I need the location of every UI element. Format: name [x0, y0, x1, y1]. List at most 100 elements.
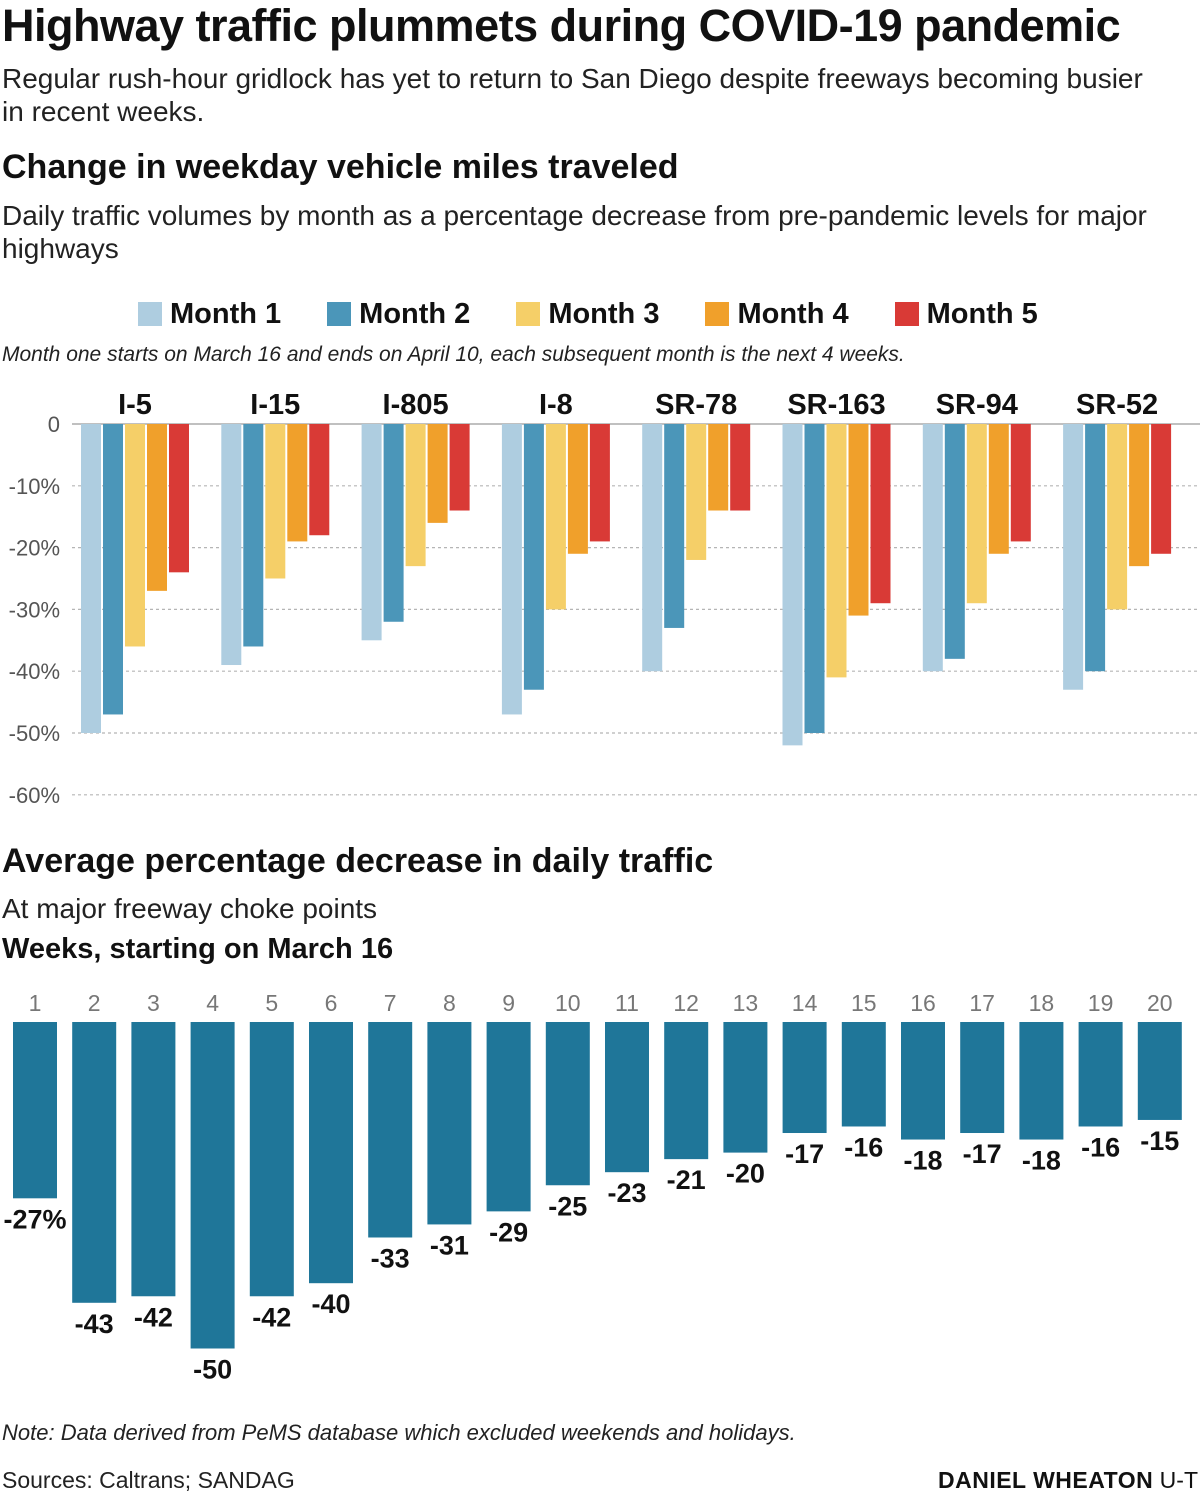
- y-tick-label: -50%: [9, 721, 60, 746]
- weeks-axis-label: Weeks, starting on March 16: [2, 933, 394, 965]
- bar-i-8-month-4: [567, 424, 588, 554]
- week-label: 17: [969, 990, 995, 1016]
- week-label: 6: [325, 990, 338, 1016]
- bar-i-8-month-5: [589, 424, 610, 542]
- credit: DANIEL WHEATON U-T: [938, 1467, 1198, 1494]
- section2-title: Average percentage decrease in daily tra…: [2, 842, 714, 880]
- week-label: 16: [910, 990, 936, 1016]
- legend-item-month-4: Month 4: [705, 298, 849, 331]
- bar-sr-78-month-2: [664, 424, 685, 628]
- bar-i-5-month-1: [81, 424, 101, 733]
- bar-week-20: [1137, 1022, 1182, 1120]
- y-tick-label: -30%: [9, 597, 60, 622]
- value-label-week-15: -16: [844, 1132, 883, 1162]
- value-label-week-12: -21: [667, 1165, 706, 1195]
- page-subtitle: Regular rush-hour gridlock has yet to re…: [2, 63, 1143, 127]
- legend-label: Month 1: [170, 297, 282, 330]
- bar-i-805-month-2: [383, 424, 404, 622]
- value-label-week-14: -17: [785, 1139, 824, 1169]
- sources: Sources: Caltrans; SANDAG: [2, 1467, 295, 1493]
- week-label: 18: [1029, 990, 1055, 1016]
- legend-item-month-2: Month 2: [327, 298, 470, 331]
- bar-week-2: [72, 1022, 117, 1303]
- bar-sr-163-month-2: [804, 424, 825, 733]
- legend-item-month-3: Month 3: [516, 298, 659, 331]
- week-label: 13: [733, 990, 759, 1016]
- legend-swatch: [894, 302, 919, 326]
- y-tick-label: -40%: [9, 659, 60, 684]
- bar-sr-163-month-1: [782, 424, 803, 746]
- legend-note: Month one starts on March 16 and ends on…: [2, 343, 905, 366]
- value-label-week-5: -42: [252, 1302, 291, 1332]
- bar-week-1: [13, 1022, 57, 1199]
- bar-i-15-month-2: [243, 424, 264, 647]
- bar-sr-94-month-3: [966, 424, 987, 604]
- bar-week-7: [368, 1022, 413, 1238]
- y-tick-label: -20%: [9, 536, 60, 561]
- value-label-week-6: -40: [311, 1289, 350, 1319]
- weekly-average-bar-chart: 1 -27% 2 -43 3 -42 4 -50 5 -42 6 -40 7 -33 8 -31 9 -29 10 -…: [3, 990, 1182, 1385]
- week-label: 5: [265, 990, 278, 1016]
- bar-week-3: [131, 1022, 176, 1297]
- bar-week-6: [309, 1022, 353, 1284]
- week-label: 19: [1088, 990, 1114, 1016]
- bar-i-15-month-3: [265, 424, 286, 579]
- bar-sr-94-month-4: [988, 424, 1009, 554]
- legend-item-month-1: Month 1: [138, 298, 281, 331]
- value-label-week-1: -27%: [3, 1204, 66, 1234]
- legend-swatch: [138, 302, 162, 326]
- bar-i-5-month-4: [147, 424, 167, 591]
- highway-label: SR-163: [787, 389, 885, 421]
- bar-week-8: [427, 1022, 472, 1225]
- bar-sr-78-month-1: [642, 424, 663, 672]
- bar-week-13: [723, 1022, 768, 1153]
- bar-week-5: [249, 1022, 294, 1297]
- bar-week-9: [486, 1022, 531, 1212]
- value-label-week-7: -33: [371, 1243, 410, 1273]
- highway-label: I-5: [118, 389, 152, 421]
- bar-week-11: [605, 1022, 649, 1173]
- week-label: 3: [147, 990, 160, 1016]
- highway-label: I-15: [250, 389, 300, 421]
- section2-subtitle: At major freeway choke points: [2, 893, 378, 924]
- bar-sr-163-month-5: [870, 424, 891, 604]
- week-label: 9: [502, 990, 515, 1016]
- bar-week-17: [960, 1022, 1005, 1134]
- bar-sr-94-month-2: [944, 424, 965, 659]
- bar-sr-78-month-5: [730, 424, 751, 511]
- bar-i-805-month-3: [405, 424, 426, 567]
- bar-week-19: [1078, 1022, 1123, 1127]
- week-label: 10: [555, 990, 581, 1016]
- week-label: 7: [384, 990, 397, 1016]
- bar-i-15-month-4: [287, 424, 308, 542]
- bar-sr-52-month-1: [1063, 424, 1084, 690]
- bar-sr-163-month-3: [826, 424, 847, 678]
- highway-label: I-805: [383, 389, 449, 421]
- value-label-week-4: -50: [193, 1355, 232, 1385]
- legend-swatch: [705, 302, 730, 326]
- y-tick-label: -10%: [9, 474, 60, 499]
- credit-name: DANIEL WHEATON: [938, 1467, 1154, 1493]
- week-label: 15: [851, 990, 877, 1016]
- week-label: 20: [1147, 990, 1173, 1016]
- value-label-week-10: -25: [548, 1191, 587, 1221]
- bar-week-12: [664, 1022, 709, 1160]
- legend-label: Month 2: [359, 297, 471, 330]
- value-label-week-3: -42: [134, 1302, 173, 1332]
- section1-subtitle: Daily traffic volumes by month as a perc…: [2, 200, 1147, 264]
- value-label-week-20: -15: [1140, 1126, 1179, 1156]
- value-label-week-13: -20: [726, 1159, 765, 1189]
- value-label-week-9: -29: [489, 1217, 528, 1247]
- legend-label: Month 5: [926, 297, 1038, 330]
- bar-i-805-month-5: [449, 424, 470, 511]
- week-label: 4: [206, 990, 219, 1016]
- bar-week-4: [190, 1022, 235, 1349]
- bar-i-5-month-2: [103, 424, 123, 715]
- bar-i-15-month-5: [309, 424, 330, 536]
- bar-sr-94-month-5: [1010, 424, 1031, 542]
- value-label-week-11: -23: [607, 1178, 646, 1208]
- value-label-week-18: -18: [1022, 1146, 1061, 1176]
- legend-item-month-5: Month 5: [894, 297, 1038, 331]
- highway-label: SR-94: [936, 389, 1018, 421]
- week-label: 12: [673, 990, 699, 1016]
